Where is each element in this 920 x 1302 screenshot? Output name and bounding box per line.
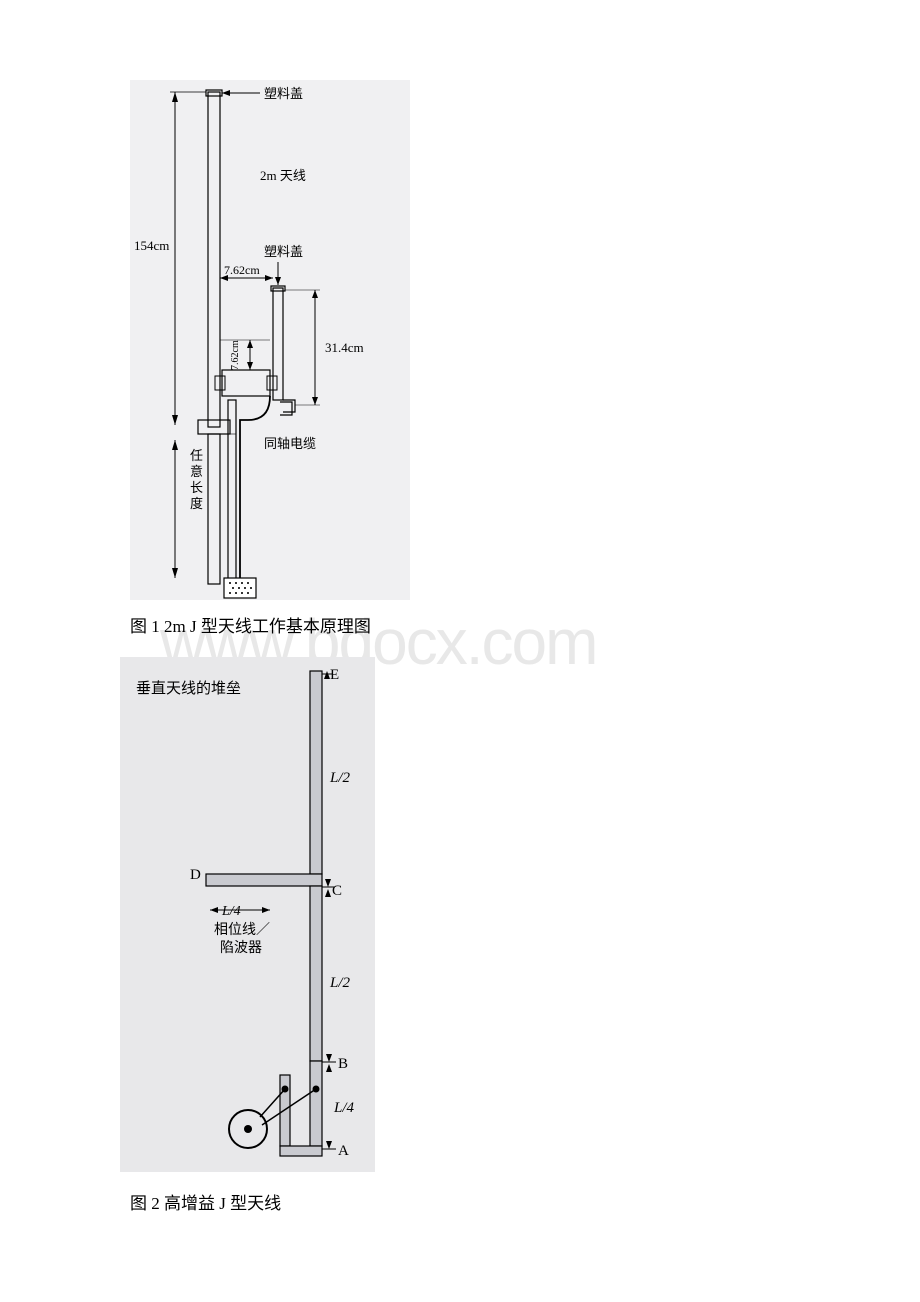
label-31cm: 31.4cm bbox=[325, 340, 364, 355]
label-plastic-cap-top: 塑料盖 bbox=[264, 86, 303, 101]
label-154cm: 154cm bbox=[134, 238, 169, 253]
label-trap: 陷波器 bbox=[220, 940, 262, 956]
match-main bbox=[310, 1061, 322, 1146]
label-tap-height: 7.62cm bbox=[230, 340, 241, 370]
fig2-bg bbox=[120, 657, 375, 1172]
arb-4: 度 bbox=[190, 496, 203, 511]
arb-2: 意 bbox=[190, 464, 203, 479]
label-A: A bbox=[338, 1143, 349, 1159]
label-L4-bottom: L/4 bbox=[333, 1100, 355, 1116]
label-B: B bbox=[338, 1056, 348, 1072]
figure-1-svg: 塑料盖 2m 天线 154cm 塑料盖 7.62cm 31.4cm bbox=[120, 80, 410, 600]
figure-1: 塑料盖 2m 天线 154cm 塑料盖 7.62cm 31.4cm bbox=[120, 80, 800, 637]
figure-1-caption: 图 1 2m J 型天线工作基本原理图 bbox=[130, 612, 800, 637]
label-L2-lower: L/2 bbox=[329, 975, 351, 991]
label-D: D bbox=[190, 867, 201, 883]
arb-3: 长 bbox=[190, 480, 203, 495]
figure-2-svg: 垂直天线的堆垒 E D C B A L/2 bbox=[120, 657, 390, 1177]
coax-center bbox=[244, 1125, 252, 1133]
figure-2: 垂直天线的堆垒 E D C B A L/2 bbox=[120, 657, 800, 1214]
label-plastic-cap-mid: 塑料盖 bbox=[264, 244, 303, 259]
label-spacing-h: 7.62cm bbox=[224, 263, 260, 277]
match-bottom bbox=[280, 1146, 322, 1156]
label-phaser: 相位线／ bbox=[214, 922, 270, 938]
lower-element bbox=[310, 886, 322, 1061]
arb-1: 任 bbox=[190, 448, 203, 463]
fig2-title: 垂直天线的堆垒 bbox=[136, 680, 241, 697]
label-2m-antenna: 2m 天线 bbox=[260, 168, 306, 183]
label-coax: 同轴电缆 bbox=[264, 436, 316, 451]
upper-element bbox=[310, 671, 322, 874]
label-C: C bbox=[332, 883, 342, 899]
figure-2-caption: 图 2 高增益 J 型天线 bbox=[130, 1189, 800, 1214]
phasing-stub bbox=[206, 874, 322, 886]
label-E: E bbox=[330, 667, 339, 683]
label-L4-left: L/4 bbox=[221, 904, 241, 919]
label-L2-upper: L/2 bbox=[329, 770, 351, 786]
